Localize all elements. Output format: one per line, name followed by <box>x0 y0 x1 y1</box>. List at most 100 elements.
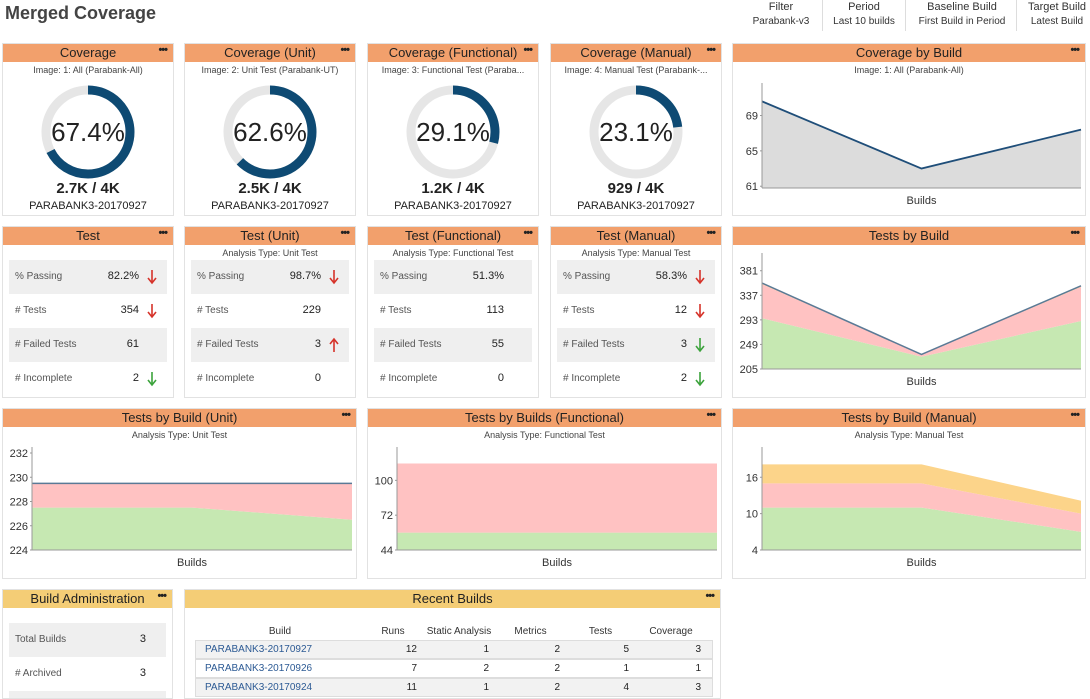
chart: 61 65 69 Builds <box>746 83 1082 207</box>
x-axis-label: Builds <box>907 195 937 207</box>
donut: 29.1% 1.2K / 4K PARABANK3-20170927 <box>394 85 512 212</box>
admin-value: 3 <box>139 667 146 679</box>
metric-value: 229 <box>302 304 321 316</box>
filter-value[interactable]: Latest Build <box>1030 16 1084 27</box>
widget-menu[interactable]: ••• <box>523 227 533 239</box>
build-link[interactable]: PARABANK3-20170924 <box>205 682 313 693</box>
trend-arrow-shape <box>329 337 339 352</box>
trend-arrow <box>695 338 705 353</box>
metric-label: # Failed Tests <box>197 339 259 350</box>
column-header: Static Analysis <box>426 626 492 637</box>
y-tick-label: 249 <box>740 339 758 351</box>
widget-menu[interactable]: ••• <box>158 44 168 56</box>
widget-menu[interactable]: ••• <box>1070 227 1080 239</box>
metric-value: 354 <box>120 304 139 316</box>
widget: Tests by Build ••• 205 249 293 337 381 Builds <box>732 226 1086 398</box>
widget-header: Recent Builds ••• <box>185 590 720 608</box>
widget: Coverage (Unit) ••• Image: 2: Unit Test (P… <box>184 43 356 216</box>
widget-title: Tests by Build <box>868 228 950 243</box>
table-cell: 2 <box>554 644 560 655</box>
widget-menu[interactable]: ••• <box>341 409 351 421</box>
widget-menu[interactable]: ••• <box>340 227 350 239</box>
table-cell: 1 <box>483 682 489 693</box>
filter-value[interactable]: First Build in Period <box>918 16 1006 27</box>
widget-menu[interactable]: ••• <box>706 409 716 421</box>
widget-menu[interactable]: ••• <box>158 227 168 239</box>
trend-arrow <box>147 304 157 319</box>
table-cell: 3 <box>695 644 701 655</box>
widget-header: Test (Manual) ••• <box>551 227 721 245</box>
admin-row: Total Builds 3 <box>9 623 166 657</box>
metric-value: 3 <box>680 338 687 350</box>
widget-menu[interactable]: ••• <box>706 44 716 56</box>
column-header: Tests <box>588 626 613 637</box>
widget-header: Coverage (Manual) ••• <box>551 44 721 62</box>
filter-label[interactable]: Baseline Build <box>927 1 997 13</box>
metric-label: % Passing <box>15 271 63 282</box>
y-tick-label: 226 <box>10 521 28 533</box>
filter-value[interactable]: Last 10 builds <box>833 16 895 27</box>
widget: Test ••• % Passing 82.2% # Tests 354 # Failed … <box>2 226 174 398</box>
widget-header: Tests by Build ••• <box>733 227 1085 245</box>
widget-title: Test (Manual) <box>596 228 676 243</box>
filter-value[interactable]: Parabank-v3 <box>752 16 810 27</box>
metric-row: # Incomplete 2 <box>557 362 715 396</box>
donut-arc <box>223 85 317 179</box>
widget-menu[interactable]: ••• <box>1070 409 1080 421</box>
y-tick-label: 69 <box>746 111 758 123</box>
widget-header: Test (Unit) ••• <box>185 227 355 245</box>
metric-label: # Incomplete <box>380 373 438 384</box>
widget-menu[interactable]: ••• <box>705 590 715 602</box>
widget-title: Coverage <box>59 45 117 60</box>
metric-row: # Tests 229 <box>191 294 349 328</box>
build-link[interactable]: PARABANK3-20170926 <box>205 663 313 674</box>
widget: Coverage by Build ••• Image: 1: All (Parab… <box>732 43 1086 216</box>
trend-arrow-shape <box>329 270 339 285</box>
widget-menu[interactable]: ••• <box>523 44 533 56</box>
metric-value: 12 <box>674 304 687 316</box>
table-row <box>195 640 713 659</box>
coverage-build: PARABANK3-20170927 <box>211 200 329 212</box>
widget-header: Coverage ••• <box>3 44 173 62</box>
column-header: Coverage <box>649 626 693 637</box>
table-cell: 1 <box>483 644 489 655</box>
metric-row: # Failed Tests 55 <box>374 328 532 362</box>
widget-title: Coverage (Functional) <box>388 45 518 60</box>
filter-label[interactable]: Period <box>848 1 880 13</box>
x-axis-label: Builds <box>907 376 937 388</box>
widget-menu[interactable]: ••• <box>706 227 716 239</box>
filter-separator <box>1016 0 1017 31</box>
admin-label: Total Builds <box>15 634 67 645</box>
trend-arrow <box>147 270 157 285</box>
widget-title: Recent Builds <box>412 591 493 606</box>
widget-subtitle: Analysis Type: Unit Test <box>222 248 318 258</box>
widget-title: Test (Functional) <box>404 228 502 243</box>
trend-arrow-shape <box>695 372 705 387</box>
widget: Build Administration ••• Total Builds 3 # Ar… <box>2 589 173 699</box>
filter-label[interactable]: Filter <box>768 1 794 13</box>
widget-menu[interactable]: ••• <box>1070 44 1080 56</box>
donut-percent: 23.1% <box>599 117 673 147</box>
trend-arrow <box>695 372 705 387</box>
y-tick-label: 337 <box>740 290 758 302</box>
donut-percent: 67.4% <box>51 117 125 147</box>
table-cell: 11 <box>406 682 417 693</box>
widget: Test (Manual) ••• Analysis Type: Manual Te… <box>550 226 722 398</box>
table-cell: 7 <box>411 663 417 674</box>
metric-row: % Passing 58.3% <box>557 260 715 294</box>
widget-title: Test (Unit) <box>240 228 300 243</box>
filter-label[interactable]: Target Build <box>1027 1 1087 13</box>
metric-label: # Tests <box>563 305 595 316</box>
y-tick-label: 44 <box>381 545 393 557</box>
widget-header: Tests by Build (Manual) ••• <box>733 409 1085 427</box>
donut-arc <box>406 85 500 179</box>
widget: Test (Functional) ••• Analysis Type: Funct… <box>367 226 539 398</box>
y-tick-label: 228 <box>10 497 28 509</box>
widget-menu[interactable]: ••• <box>340 44 350 56</box>
x-axis-label: Builds <box>177 557 207 569</box>
area <box>762 507 1081 550</box>
build-link[interactable]: PARABANK3-20170927 <box>205 644 313 655</box>
widget: Recent Builds ••• Build Runs Static Analysis… <box>184 589 721 699</box>
metric-row: # Failed Tests 3 <box>191 328 349 362</box>
widget-menu[interactable]: ••• <box>157 590 167 602</box>
